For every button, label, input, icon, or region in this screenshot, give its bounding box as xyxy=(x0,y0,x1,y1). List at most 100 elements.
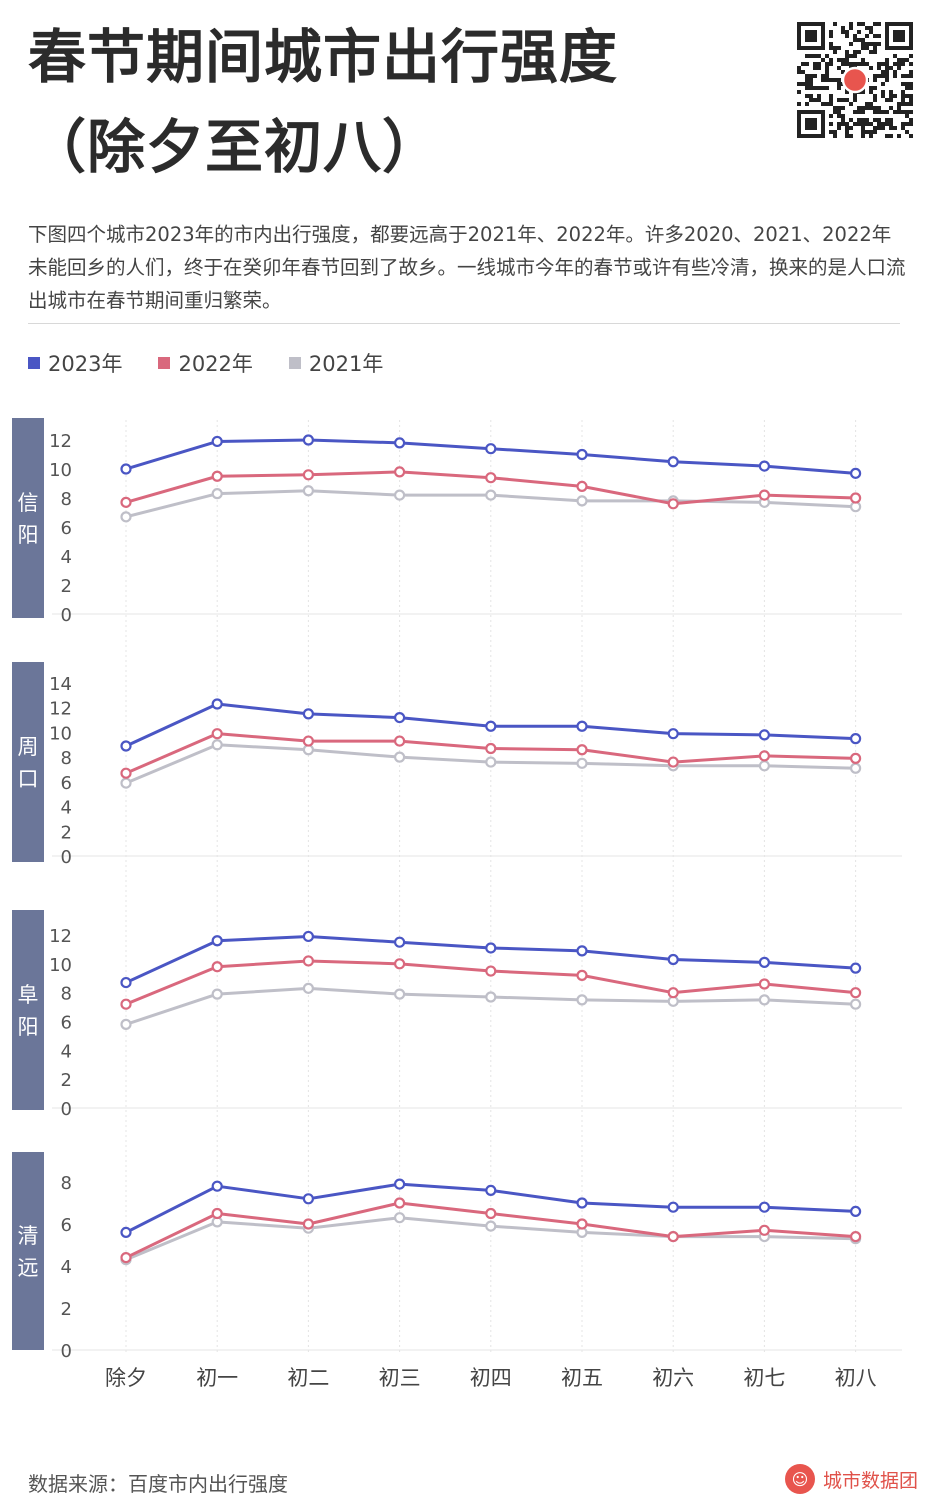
data-point xyxy=(213,729,222,738)
data-point xyxy=(851,964,860,973)
data-point xyxy=(760,980,769,989)
data-point xyxy=(851,469,860,478)
legend-item: 2022年 xyxy=(158,348,252,378)
data-point xyxy=(395,1199,404,1208)
data-point xyxy=(760,751,769,760)
data-point xyxy=(760,761,769,770)
y-tick-label: 8 xyxy=(61,489,72,510)
data-point xyxy=(213,962,222,971)
data-point xyxy=(760,730,769,739)
panel-city-label: 信 xyxy=(18,491,39,515)
data-point xyxy=(122,742,131,751)
data-point xyxy=(851,734,860,743)
data-point xyxy=(122,512,131,521)
data-point xyxy=(486,744,495,753)
legend-label: 2023年 xyxy=(48,348,122,378)
y-tick-label: 12 xyxy=(49,926,72,947)
data-point xyxy=(395,713,404,722)
x-tick-label: 初三 xyxy=(379,1366,421,1390)
data-point xyxy=(851,988,860,997)
data-point xyxy=(213,936,222,945)
data-point xyxy=(486,491,495,500)
data-point xyxy=(486,473,495,482)
data-point xyxy=(122,1020,131,1029)
data-point xyxy=(669,729,678,738)
y-tick-label: 12 xyxy=(49,431,72,452)
legend-swatch xyxy=(28,357,40,369)
description-text: 下图四个城市2023年的市内出行强度，都要远高于2021年、2022年。许多20… xyxy=(28,218,908,317)
data-point xyxy=(669,1232,678,1241)
y-tick-label: 0 xyxy=(61,847,72,868)
data-point xyxy=(304,1194,313,1203)
y-tick-label: 0 xyxy=(61,605,72,626)
data-point xyxy=(669,758,678,767)
panel-label-box xyxy=(12,418,44,618)
y-tick-label: 8 xyxy=(61,1173,72,1194)
y-tick-label: 6 xyxy=(61,1013,72,1034)
data-point xyxy=(395,438,404,447)
panel-city-label: 阜 xyxy=(18,983,39,1007)
data-point xyxy=(122,498,131,507)
panel-city-label: 口 xyxy=(18,767,39,791)
data-point xyxy=(851,764,860,773)
panel-city-label: 周 xyxy=(18,735,39,759)
page-title: 春节期间城市出行强度 xyxy=(28,28,618,86)
data-point xyxy=(304,984,313,993)
data-point xyxy=(578,971,587,980)
y-tick-label: 10 xyxy=(49,723,72,744)
data-point xyxy=(122,1000,131,1009)
panel-city-label: 阳 xyxy=(18,1015,39,1039)
data-point xyxy=(304,956,313,965)
data-point xyxy=(578,759,587,768)
data-point xyxy=(395,753,404,762)
data-point xyxy=(395,990,404,999)
data-point xyxy=(760,958,769,967)
data-point xyxy=(213,437,222,446)
data-point xyxy=(213,740,222,749)
y-tick-label: 6 xyxy=(61,773,72,794)
data-point xyxy=(578,745,587,754)
legend-label: 2021年 xyxy=(309,348,383,378)
data-point xyxy=(578,995,587,1004)
data-point xyxy=(760,1226,769,1235)
x-tick-label: 初七 xyxy=(743,1366,785,1390)
data-point xyxy=(213,990,222,999)
data-point xyxy=(851,1000,860,1009)
data-point xyxy=(304,709,313,718)
data-point xyxy=(213,1209,222,1218)
data-point xyxy=(578,946,587,955)
page-subtitle: （除夕至初八） xyxy=(28,118,441,176)
y-tick-label: 2 xyxy=(61,822,72,843)
data-point xyxy=(395,959,404,968)
y-tick-label: 10 xyxy=(49,460,72,481)
x-tick-label: 初八 xyxy=(835,1366,877,1390)
data-point xyxy=(486,943,495,952)
data-point xyxy=(122,1228,131,1237)
panel-label-box xyxy=(12,662,44,862)
legend-item: 2021年 xyxy=(289,348,383,378)
data-point xyxy=(486,722,495,731)
x-tick-label: 初二 xyxy=(287,1366,329,1390)
data-point xyxy=(486,444,495,453)
panel-city-label: 阳 xyxy=(18,523,39,547)
y-tick-label: 4 xyxy=(61,798,72,819)
y-tick-label: 0 xyxy=(61,1099,72,1120)
y-tick-label: 8 xyxy=(61,984,72,1005)
panel-label-box xyxy=(12,910,44,1110)
data-point xyxy=(304,737,313,746)
y-tick-label: 6 xyxy=(61,518,72,539)
brand-mark: ☺ 城市数据团 xyxy=(785,1464,918,1494)
data-point xyxy=(578,722,587,731)
data-point xyxy=(486,1186,495,1195)
data-point xyxy=(122,978,131,987)
legend: 2023年 2022年 2021年 xyxy=(28,348,383,378)
data-point xyxy=(304,470,313,479)
data-point xyxy=(578,1199,587,1208)
data-point xyxy=(122,769,131,778)
data-point xyxy=(213,489,222,498)
y-tick-label: 6 xyxy=(61,1215,72,1236)
data-point xyxy=(304,486,313,495)
data-point xyxy=(760,995,769,1004)
data-point xyxy=(486,1209,495,1218)
legend-label: 2022年 xyxy=(178,348,252,378)
